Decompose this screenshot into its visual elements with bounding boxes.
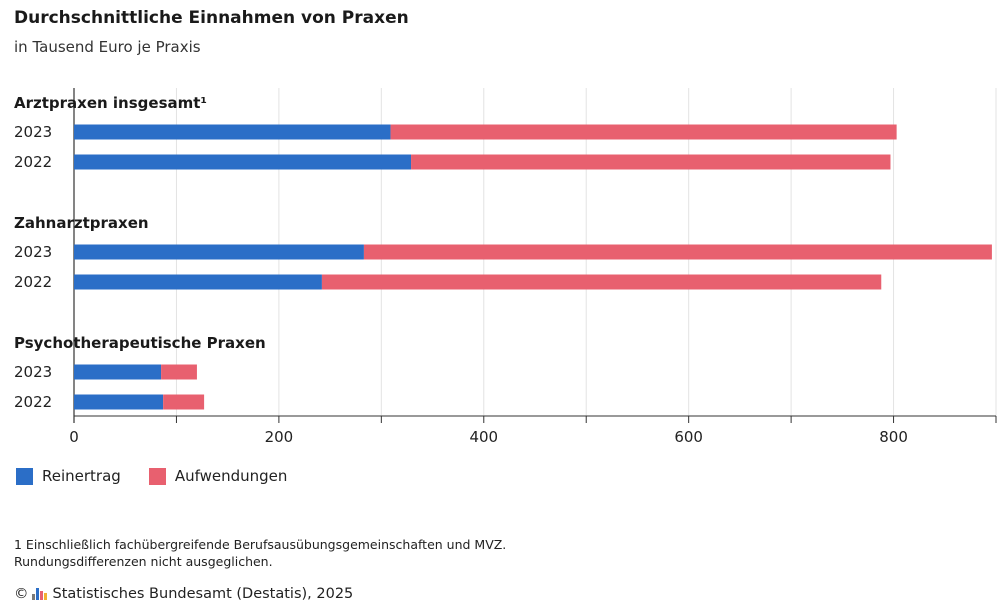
x-tick-label: 800: [879, 428, 908, 446]
copyright-symbol: ©: [14, 586, 29, 602]
chart-title: Durchschnittliche Einnahmen von Praxen: [14, 8, 409, 28]
bar-reinertrag: [74, 124, 391, 140]
bar-chart: 0 200 400 600 800 Arztpraxen insgesamt¹ 2023 20…: [14, 88, 997, 446]
row-label: 2022: [14, 273, 52, 291]
x-tick-label: 200: [265, 428, 294, 446]
chart-subtitle: in Tausend Euro je Praxis: [14, 38, 201, 56]
x-tick-label: 600: [674, 428, 703, 446]
bar-aufwendungen: [161, 364, 197, 380]
source-line: © Statistisches Bundesamt (Destatis), 20…: [14, 586, 353, 602]
row-label: 2022: [14, 393, 52, 411]
bar-reinertrag: [74, 274, 322, 290]
source-text: Statistisches Bundesamt (Destatis), 2025: [52, 586, 354, 602]
legend-item-aufwendungen: Aufwendungen: [148, 467, 288, 485]
group-label: Psychotherapeutische Praxen: [14, 334, 266, 352]
legend-label-aufwendungen: Aufwendungen: [174, 467, 288, 485]
bar-aufwendungen: [411, 154, 891, 170]
bar-aufwendungen: [363, 244, 992, 260]
group-label: Zahnarztpraxen: [14, 214, 149, 232]
row-label: 2023: [14, 363, 52, 381]
footnote: 1 Einschließlich fachübergreifende Beruf…: [14, 536, 506, 570]
bar-aufwendungen: [390, 124, 897, 140]
bar-reinertrag: [74, 244, 364, 260]
legend-swatch-aufwendungen: [148, 467, 166, 485]
x-tick-label: 0: [69, 428, 79, 446]
group-label: Arztpraxen insgesamt¹: [14, 94, 207, 112]
footnote-line-2: Rundungsdifferenzen nicht ausgeglichen.: [14, 554, 273, 569]
bar-aufwendungen: [321, 274, 882, 290]
legend-item-reinertrag: Reinertrag: [16, 467, 121, 485]
row-label: 2023: [14, 123, 52, 141]
row-label: 2023: [14, 243, 52, 261]
x-tick-label: 400: [469, 428, 498, 446]
bar-reinertrag: [74, 154, 412, 170]
destatis-logo-icon: [31, 588, 48, 600]
bar-reinertrag: [74, 364, 162, 380]
legend-label-reinertrag: Reinertrag: [42, 467, 121, 485]
legend-swatch-reinertrag: [16, 467, 33, 485]
bar-reinertrag: [74, 394, 164, 410]
legend: Reinertrag Aufwendungen: [16, 467, 315, 485]
footnote-line-1: 1 Einschließlich fachübergreifende Beruf…: [14, 537, 507, 552]
row-label: 2022: [14, 153, 52, 171]
bar-aufwendungen: [163, 394, 205, 410]
